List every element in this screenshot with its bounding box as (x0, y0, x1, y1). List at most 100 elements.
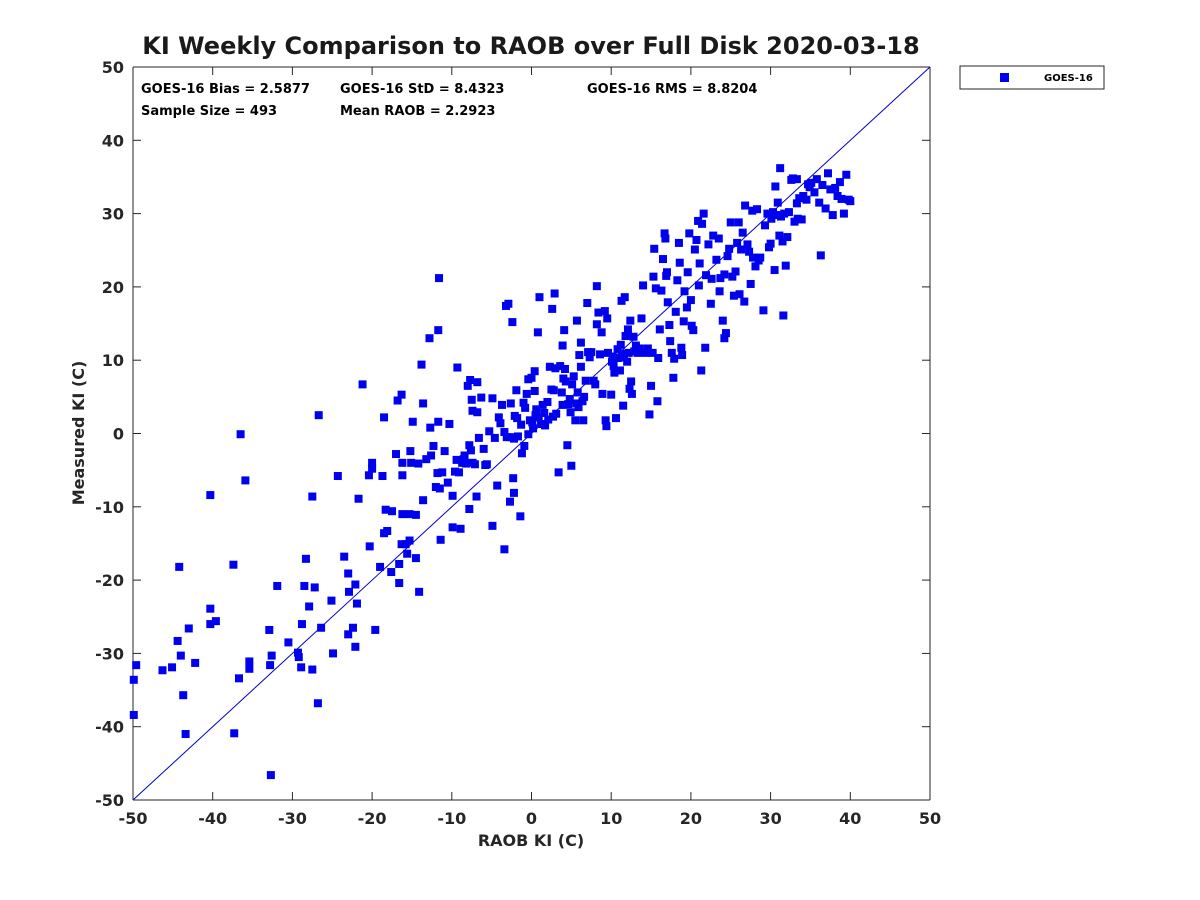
data-point (344, 587, 353, 596)
data-point (607, 357, 616, 366)
data-point (308, 665, 317, 674)
data-point (591, 380, 600, 389)
data-point (704, 240, 713, 249)
data-point (763, 209, 772, 218)
data-point (619, 401, 628, 410)
data-point (352, 599, 361, 608)
x-tick-label: 0 (526, 809, 537, 828)
data-point (810, 188, 819, 197)
data-point (368, 464, 377, 473)
data-point (504, 299, 513, 308)
data-point (695, 259, 704, 268)
std-stat: GOES-16 StD = 8.4323 (340, 82, 504, 97)
data-point (371, 625, 380, 634)
data-point (666, 337, 675, 346)
data-point (436, 535, 445, 544)
data-point (776, 164, 785, 173)
y-tick-label: -30 (95, 644, 124, 663)
data-point (512, 386, 521, 395)
data-point (689, 326, 698, 335)
data-point (573, 388, 582, 397)
data-point (388, 507, 397, 516)
data-point (435, 274, 444, 283)
data-point (434, 326, 443, 335)
data-point (654, 354, 663, 363)
data-point (718, 316, 727, 325)
data-point (746, 279, 755, 288)
x-tick-label: -30 (278, 809, 307, 828)
data-point (720, 334, 729, 343)
data-point (516, 512, 525, 521)
data-point (179, 691, 188, 700)
data-point (585, 353, 594, 362)
data-point (266, 771, 275, 780)
y-tick-label: 40 (102, 131, 124, 150)
data-point (297, 620, 306, 629)
data-point (653, 397, 662, 406)
data-point (623, 325, 632, 334)
data-point (500, 428, 509, 437)
data-point (726, 218, 735, 227)
data-point (818, 181, 827, 190)
data-point (633, 348, 642, 357)
data-point (773, 198, 782, 207)
data-point (792, 175, 801, 184)
data-point (575, 351, 584, 360)
data-point (241, 476, 250, 485)
data-point (741, 201, 750, 210)
data-point (496, 419, 505, 428)
data-point (686, 296, 695, 305)
data-point (583, 299, 592, 308)
y-tick-label: 30 (102, 205, 124, 224)
data-point (665, 321, 674, 330)
data-point (714, 234, 723, 243)
data-point (723, 252, 732, 261)
data-point (300, 581, 309, 590)
data-point (759, 306, 768, 315)
data-point (506, 399, 515, 408)
legend-label: GOES-16 (1044, 73, 1093, 84)
data-point (624, 348, 633, 357)
data-point (273, 581, 282, 590)
data-point (709, 231, 718, 240)
data-point (378, 472, 387, 481)
data-point (608, 352, 617, 361)
data-point (509, 488, 518, 497)
data-point (649, 272, 658, 281)
data-point (408, 417, 417, 426)
data-point (707, 274, 716, 283)
data-point (329, 649, 338, 658)
data-point (406, 447, 415, 456)
data-point (837, 194, 846, 203)
data-point (784, 208, 793, 217)
data-point (513, 432, 522, 441)
legend: GOES-16 (959, 65, 1105, 90)
data-point (677, 343, 686, 352)
data-point (443, 478, 452, 487)
data-point (206, 620, 215, 629)
data-point (354, 494, 363, 503)
data-point (712, 255, 721, 264)
data-point (533, 328, 542, 337)
data-point (513, 414, 522, 423)
data-point (440, 447, 449, 456)
data-point (308, 492, 317, 501)
data-point (842, 170, 851, 179)
data-point (528, 418, 537, 427)
x-tick-label: 50 (919, 809, 941, 828)
y-tick-label: -50 (95, 791, 124, 810)
x-axis-label: RAOB KI (C) (478, 831, 584, 850)
data-point (616, 340, 625, 349)
x-tick-label: -10 (437, 809, 466, 828)
data-point (414, 459, 423, 468)
data-point (429, 441, 438, 450)
data-point (381, 505, 390, 514)
data-point (587, 348, 596, 357)
data-point (706, 299, 715, 308)
data-point (701, 343, 710, 352)
data-point (438, 468, 447, 477)
data-point (734, 218, 743, 227)
data-point (643, 344, 652, 353)
data-point (641, 348, 650, 357)
data-point (623, 357, 632, 366)
